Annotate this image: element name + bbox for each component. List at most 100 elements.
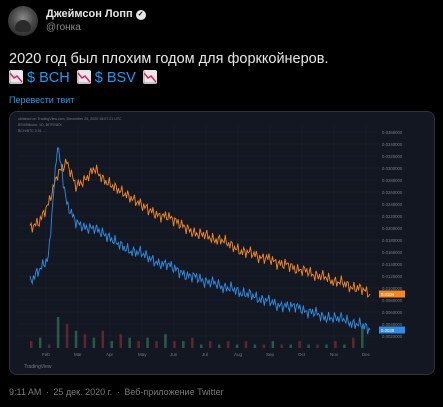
y-tick-label: 0.0260000: [382, 190, 403, 195]
volume-bar: [74, 330, 78, 348]
y-tick-label: 0.0120000: [382, 274, 403, 279]
volume-bar: [298, 341, 301, 348]
volume-bar: [226, 341, 230, 348]
y-tick-label: 0.0220000: [382, 214, 403, 219]
volume-bar: [352, 337, 355, 348]
tweet-time[interactable]: 9:11 AM: [9, 387, 42, 397]
volume-bar: [217, 344, 221, 348]
footer-separator: ·: [45, 387, 49, 397]
chart-decreasing-icon: [142, 70, 157, 84]
volume-bar: [110, 341, 114, 348]
verified-badge-icon: ✓: [135, 9, 146, 20]
tweet-text-line2: $ BCH $ BSV: [9, 69, 434, 88]
volume-bar: [155, 341, 158, 348]
volume-bar: [200, 344, 203, 348]
volume-bar: [182, 341, 185, 348]
chart-header-text: BCH/BTC 0.01 ...: [18, 129, 46, 133]
series-line-bch: [29, 158, 371, 298]
volume-bar: [343, 344, 346, 348]
tweet-text: 2020 год был плохим годом для форккойнер…: [9, 50, 434, 88]
volume-bar: [271, 341, 275, 348]
last-value-label-bg: [379, 290, 405, 298]
y-tick-label: 0.0140000: [382, 262, 403, 267]
volume-bar: [262, 344, 266, 348]
y-tick-label: 0.0180000: [382, 238, 403, 243]
avatar[interactable]: [8, 6, 38, 36]
y-tick-label: 0.0320000: [382, 154, 403, 159]
volume-bar: [191, 337, 194, 348]
y-tick-label: 0.0360000: [382, 130, 403, 135]
x-tick-label: Jun: [170, 352, 178, 357]
last-value-label-bg: [379, 326, 405, 334]
volume-bar: [325, 344, 328, 348]
volume-bar: [208, 341, 212, 348]
volume-bar: [244, 341, 248, 348]
volume-bar: [38, 337, 42, 348]
x-tick-label: Aug: [234, 352, 243, 357]
volume-bar: [101, 330, 105, 348]
last-value-label: 0.0104: [381, 292, 395, 297]
volume-bar: [30, 341, 33, 348]
chart-decreasing-icon: [9, 70, 23, 84]
x-tick-label: Nov: [330, 352, 339, 357]
y-tick-label: 0.0280000: [382, 178, 403, 183]
x-tick-label: Dec: [362, 352, 371, 357]
chart-decreasing-icon: [76, 70, 91, 84]
cashtag-bsv[interactable]: $ BSV: [94, 70, 136, 86]
y-tick-label: 0.0240000: [382, 202, 403, 207]
tweet-text-line1: 2020 год был плохим годом для форккойнер…: [9, 51, 329, 67]
tweet-source[interactable]: Веб-приложение Twitter: [124, 387, 224, 397]
display-name-row[interactable]: Джеймсон Лопп ✓: [46, 8, 146, 21]
volume-bar: [235, 344, 239, 348]
volume-bar: [65, 323, 69, 348]
tweet-footer: 9:11 AM · 25 дек. 2020 г. · Веб-приложен…: [9, 387, 226, 397]
x-tick-label: May: [138, 352, 147, 357]
x-tick-label: Feb: [42, 352, 50, 357]
chart-background: [10, 112, 434, 374]
volume-bar: [289, 344, 292, 348]
tweet-author-header: Джеймсон Лопп ✓ @гонка: [8, 6, 146, 36]
volume-bar: [316, 344, 319, 348]
y-tick-label: 0.0340000: [382, 142, 403, 147]
x-tick-label: Mar: [74, 352, 82, 357]
volume-bar: [128, 337, 131, 348]
volume-bar: [119, 334, 122, 348]
volume-bar: [137, 341, 140, 348]
last-value-label: 0.0039: [381, 328, 395, 333]
y-tick-label: 0.0300000: [382, 166, 403, 171]
x-tick-label: Oct: [298, 352, 306, 357]
price-chart: 0.0360000 0.0340000 0.0320000 0.0300000 0.02…: [10, 112, 434, 374]
volume-bar: [173, 341, 176, 348]
chart-header-text: ublished on TradingView.com, December 25…: [18, 117, 122, 121]
tradingview-watermark: TradingView: [24, 364, 52, 370]
y-tick-label: 0.0060000: [382, 310, 403, 315]
y-tick-label: 0.0020000: [382, 334, 403, 339]
series-line-bsv: [29, 147, 371, 335]
volume-bar: [307, 344, 310, 348]
y-tick-label: 0.0100000: [382, 286, 403, 291]
volume-bar: [361, 327, 364, 348]
author-handle[interactable]: @гонка: [46, 22, 81, 33]
y-tick-label: 0.0200000: [382, 226, 403, 231]
volume-bar: [334, 341, 337, 348]
tweet-media-chart[interactable]: 0.0360000 0.0340000 0.0320000 0.0300000 0.02…: [9, 111, 435, 375]
y-tick-label: 0.0080000: [382, 298, 403, 303]
x-tick-label: Apr: [106, 352, 114, 357]
footer-separator: ·: [116, 387, 120, 397]
volume-bar: [253, 344, 257, 348]
cashtag-bch[interactable]: $ BCH: [27, 70, 70, 86]
x-tick-label: Sep: [266, 352, 275, 357]
y-tick-label: 0.0160000: [382, 250, 403, 255]
translate-tweet-link[interactable]: Перевести твит: [9, 95, 75, 105]
volume-bar: [280, 344, 284, 348]
volume-bar: [146, 337, 149, 348]
x-tick-label: Jul: [202, 352, 208, 357]
volume-bar: [164, 334, 167, 348]
volume-bar: [92, 337, 96, 348]
tweet-date[interactable]: 25 дек. 2020 г.: [53, 387, 113, 397]
author-names: Джеймсон Лопп ✓ @гонка: [46, 8, 146, 34]
volume-bar: [83, 334, 87, 348]
volume-bar: [56, 317, 60, 348]
display-name[interactable]: Джеймсон Лопп: [46, 8, 133, 20]
y-tick-label: 0.0040000: [382, 322, 403, 327]
